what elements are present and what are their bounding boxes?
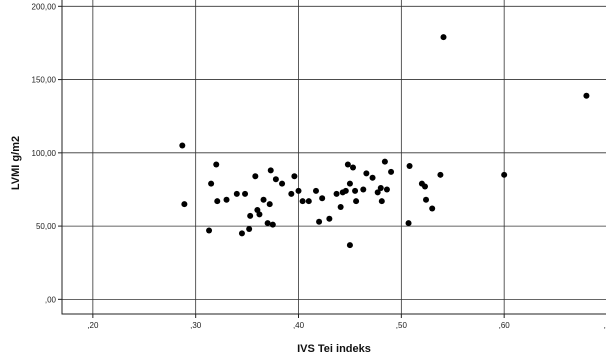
data-point — [346, 242, 353, 249]
data-point — [377, 185, 384, 191]
data-point — [337, 204, 344, 211]
y-axis-title: LVMI g/m2 — [10, 136, 22, 190]
data-point — [369, 174, 376, 181]
data-point — [246, 226, 253, 233]
data-point — [405, 220, 412, 227]
data-point — [344, 161, 351, 168]
data-point — [381, 158, 388, 165]
x-tick-label: ,20 — [87, 321, 99, 330]
y-tick-label: 150,00 — [32, 76, 57, 85]
data-point — [312, 187, 319, 194]
x-tick-label: ,50 — [396, 321, 408, 330]
data-point — [353, 198, 360, 205]
data-points — [179, 34, 590, 249]
data-point — [350, 164, 357, 171]
data-point — [272, 176, 279, 183]
data-point — [233, 190, 240, 197]
data-point — [223, 196, 230, 203]
data-point — [288, 190, 295, 197]
x-tick-label: ,30 — [190, 321, 202, 330]
y-axis-ticks: ,00 50,00 100,00 150,00 200,00 — [32, 2, 62, 304]
data-point — [266, 201, 273, 208]
y-tick-label: ,00 — [45, 295, 57, 304]
data-point — [333, 190, 340, 197]
plot-frame — [61, 0, 606, 315]
data-point — [360, 186, 367, 193]
data-point — [269, 221, 276, 228]
y-tick-label: 100,00 — [32, 149, 57, 158]
data-point — [316, 218, 323, 225]
x-tick-label: ,40 — [293, 321, 305, 330]
x-tick-label: ,60 — [499, 321, 511, 330]
x-axis-ticks: ,20 ,30 ,40 ,50 ,60 ,7 — [87, 314, 606, 330]
y-tick-label: 50,00 — [36, 222, 57, 231]
data-point — [213, 161, 220, 168]
data-point — [295, 187, 302, 194]
data-point — [267, 167, 274, 174]
data-point — [346, 180, 353, 187]
data-point — [352, 187, 359, 194]
data-point — [291, 173, 298, 180]
data-point — [242, 190, 249, 197]
data-point — [260, 196, 267, 203]
data-point — [179, 142, 186, 149]
data-point — [252, 173, 259, 180]
data-point — [342, 187, 349, 194]
data-point — [440, 34, 447, 41]
data-point — [247, 212, 254, 219]
data-point — [501, 171, 508, 178]
data-point — [423, 196, 430, 203]
data-point — [279, 180, 286, 187]
grid — [62, 0, 606, 314]
data-point — [299, 198, 306, 205]
y-tick-label: 200,00 — [32, 2, 57, 11]
data-point — [421, 183, 428, 190]
data-point — [363, 170, 370, 177]
x-axis-title: IVS Tei indeks — [297, 343, 371, 355]
data-point — [319, 195, 326, 202]
data-point — [305, 198, 312, 205]
data-point — [206, 227, 213, 234]
data-point — [256, 211, 263, 218]
data-point — [264, 220, 271, 227]
data-point — [388, 168, 395, 175]
data-point — [378, 198, 385, 205]
data-point — [406, 163, 413, 170]
data-point — [181, 201, 188, 208]
x-tick-label: ,7 — [604, 321, 606, 330]
data-point — [208, 180, 215, 187]
data-point — [437, 171, 444, 178]
data-point — [583, 92, 590, 99]
data-point — [214, 198, 221, 205]
data-point — [374, 189, 381, 196]
data-point — [383, 186, 390, 193]
data-point — [429, 205, 436, 212]
data-point — [326, 215, 333, 222]
data-point — [238, 230, 245, 237]
